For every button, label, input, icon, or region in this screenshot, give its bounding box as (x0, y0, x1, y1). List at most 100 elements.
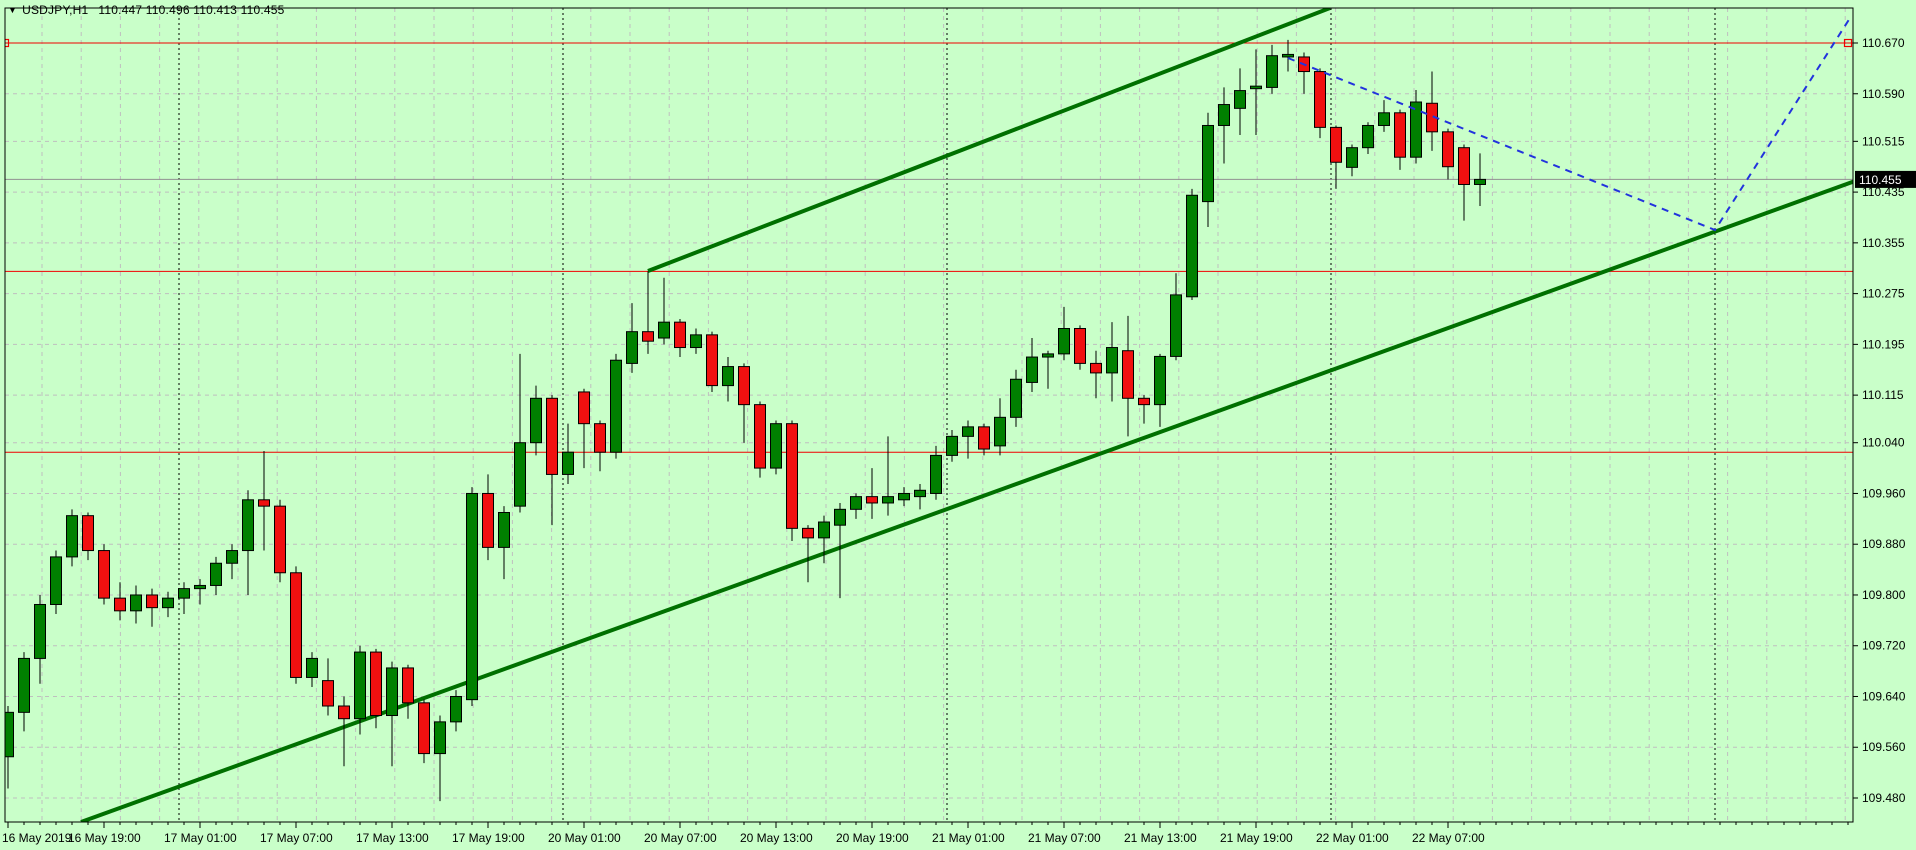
time-axis-label: 16 May 19:00 (68, 831, 141, 845)
time-axis-label: 21 May 01:00 (932, 831, 1005, 845)
candle-body (834, 508, 846, 526)
price-axis-label: 110.195 (1862, 337, 1905, 351)
candle-body (930, 454, 942, 494)
candle-body (1170, 294, 1182, 357)
price-axis-label: 110.275 (1862, 287, 1905, 301)
candle-body (514, 442, 526, 507)
candle-body (946, 435, 958, 456)
price-axis-label: 110.670 (1862, 36, 1905, 50)
candle-body (674, 321, 686, 349)
candle-body (1474, 178, 1486, 185)
candle-body (770, 423, 782, 469)
candle-body (210, 562, 222, 586)
candle-body (5, 711, 14, 758)
current-price-badge-text: 110.455 (1859, 173, 1902, 187)
candle-body (290, 572, 302, 678)
candle-body (786, 423, 798, 529)
line-handle[interactable] (1843, 38, 1853, 48)
candle-body (1266, 55, 1278, 88)
candle-body (1250, 85, 1262, 90)
candle-body (18, 657, 30, 713)
price-projection-line[interactable] (1287, 17, 1851, 232)
time-axis-label: 20 May 01:00 (548, 831, 621, 845)
chart-title: ▼ USDJPY,H1 110.447 110.496 110.413 110.… (8, 3, 285, 17)
candle-body (738, 366, 750, 406)
candle-body (882, 496, 894, 504)
plot-border (4, 7, 1854, 823)
grid-lines (5, 8, 1853, 822)
candle-body (402, 667, 414, 704)
time-axis-label: 17 May 13:00 (356, 831, 429, 845)
price-axis-label: 109.960 (1862, 486, 1906, 500)
time-axis-label: 21 May 19:00 (1220, 831, 1293, 845)
candle-body (322, 680, 334, 707)
candle-body (1090, 362, 1102, 374)
candle-body (498, 511, 510, 548)
candle-body (242, 499, 254, 552)
candle-body (82, 515, 94, 552)
candle-body (114, 597, 126, 612)
time-axis-label: 20 May 07:00 (644, 831, 717, 845)
candlestick-series (5, 39, 1486, 802)
candle-body (722, 366, 734, 387)
price-axis-label: 109.640 (1862, 689, 1906, 703)
candle-body (626, 331, 638, 364)
chart-title-quotes: 110.447 110.496 110.413 110.455 (98, 3, 285, 17)
candle-body (50, 556, 62, 605)
candle-body (850, 496, 862, 510)
candle-body (482, 492, 494, 548)
candle-body (466, 492, 478, 701)
price-axis-label: 110.590 (1862, 87, 1905, 101)
candle-body (530, 397, 542, 444)
candle-body (354, 651, 366, 720)
price-axis[interactable]: 110.670 110.590 110.515 110.435 110.355 110.2… (1853, 36, 1916, 805)
candle-body (178, 588, 190, 599)
candle-body (1058, 328, 1070, 355)
candle-body (258, 499, 270, 507)
candle-body (1074, 328, 1086, 364)
candle-body (1138, 397, 1150, 406)
candle-body (370, 651, 382, 717)
candle-body (306, 657, 318, 678)
price-axis-label: 109.480 (1862, 791, 1906, 805)
time-axis-label: 16 May 2019 (2, 831, 72, 845)
candle-body (978, 426, 990, 450)
symbol-dropdown-icon[interactable]: ▼ (8, 4, 18, 15)
candle-body (690, 334, 702, 349)
price-axis-label: 110.040 (1862, 436, 1905, 450)
candle-body (610, 359, 622, 453)
candle-body (1106, 347, 1118, 374)
candle-body (98, 550, 110, 599)
candle-body (1378, 112, 1390, 126)
time-axis-label: 20 May 13:00 (740, 831, 813, 845)
price-axis-label: 110.355 (1862, 236, 1905, 250)
time-axis-label: 21 May 07:00 (1028, 831, 1101, 845)
candle-body (802, 527, 814, 539)
candle-body (962, 426, 974, 437)
candle-body (162, 597, 174, 609)
time-axis-label: 17 May 01:00 (164, 831, 237, 845)
horizontal-level-lines[interactable] (5, 42, 1853, 453)
price-axis-label: 110.115 (1862, 388, 1904, 402)
trendline-channel-upper[interactable] (647, 8, 1331, 273)
candle-body (1154, 355, 1166, 406)
candle-body (146, 594, 158, 609)
candle-body (706, 334, 718, 387)
line-handle[interactable] (2, 38, 10, 48)
chart-title-symbol: USDJPY,H1 (22, 3, 89, 17)
price-axis-label: 109.720 (1862, 639, 1906, 653)
candle-body (34, 603, 46, 659)
price-axis-label: 110.435 (1862, 185, 1905, 199)
candle-body (1394, 112, 1406, 158)
candle-body (1186, 194, 1198, 298)
candle-body (1442, 131, 1454, 168)
candle-body (562, 451, 574, 475)
time-axis-label: 22 May 07:00 (1412, 831, 1485, 845)
candle-body (818, 521, 830, 539)
candle-body (578, 391, 590, 425)
candle-body (1346, 147, 1358, 168)
